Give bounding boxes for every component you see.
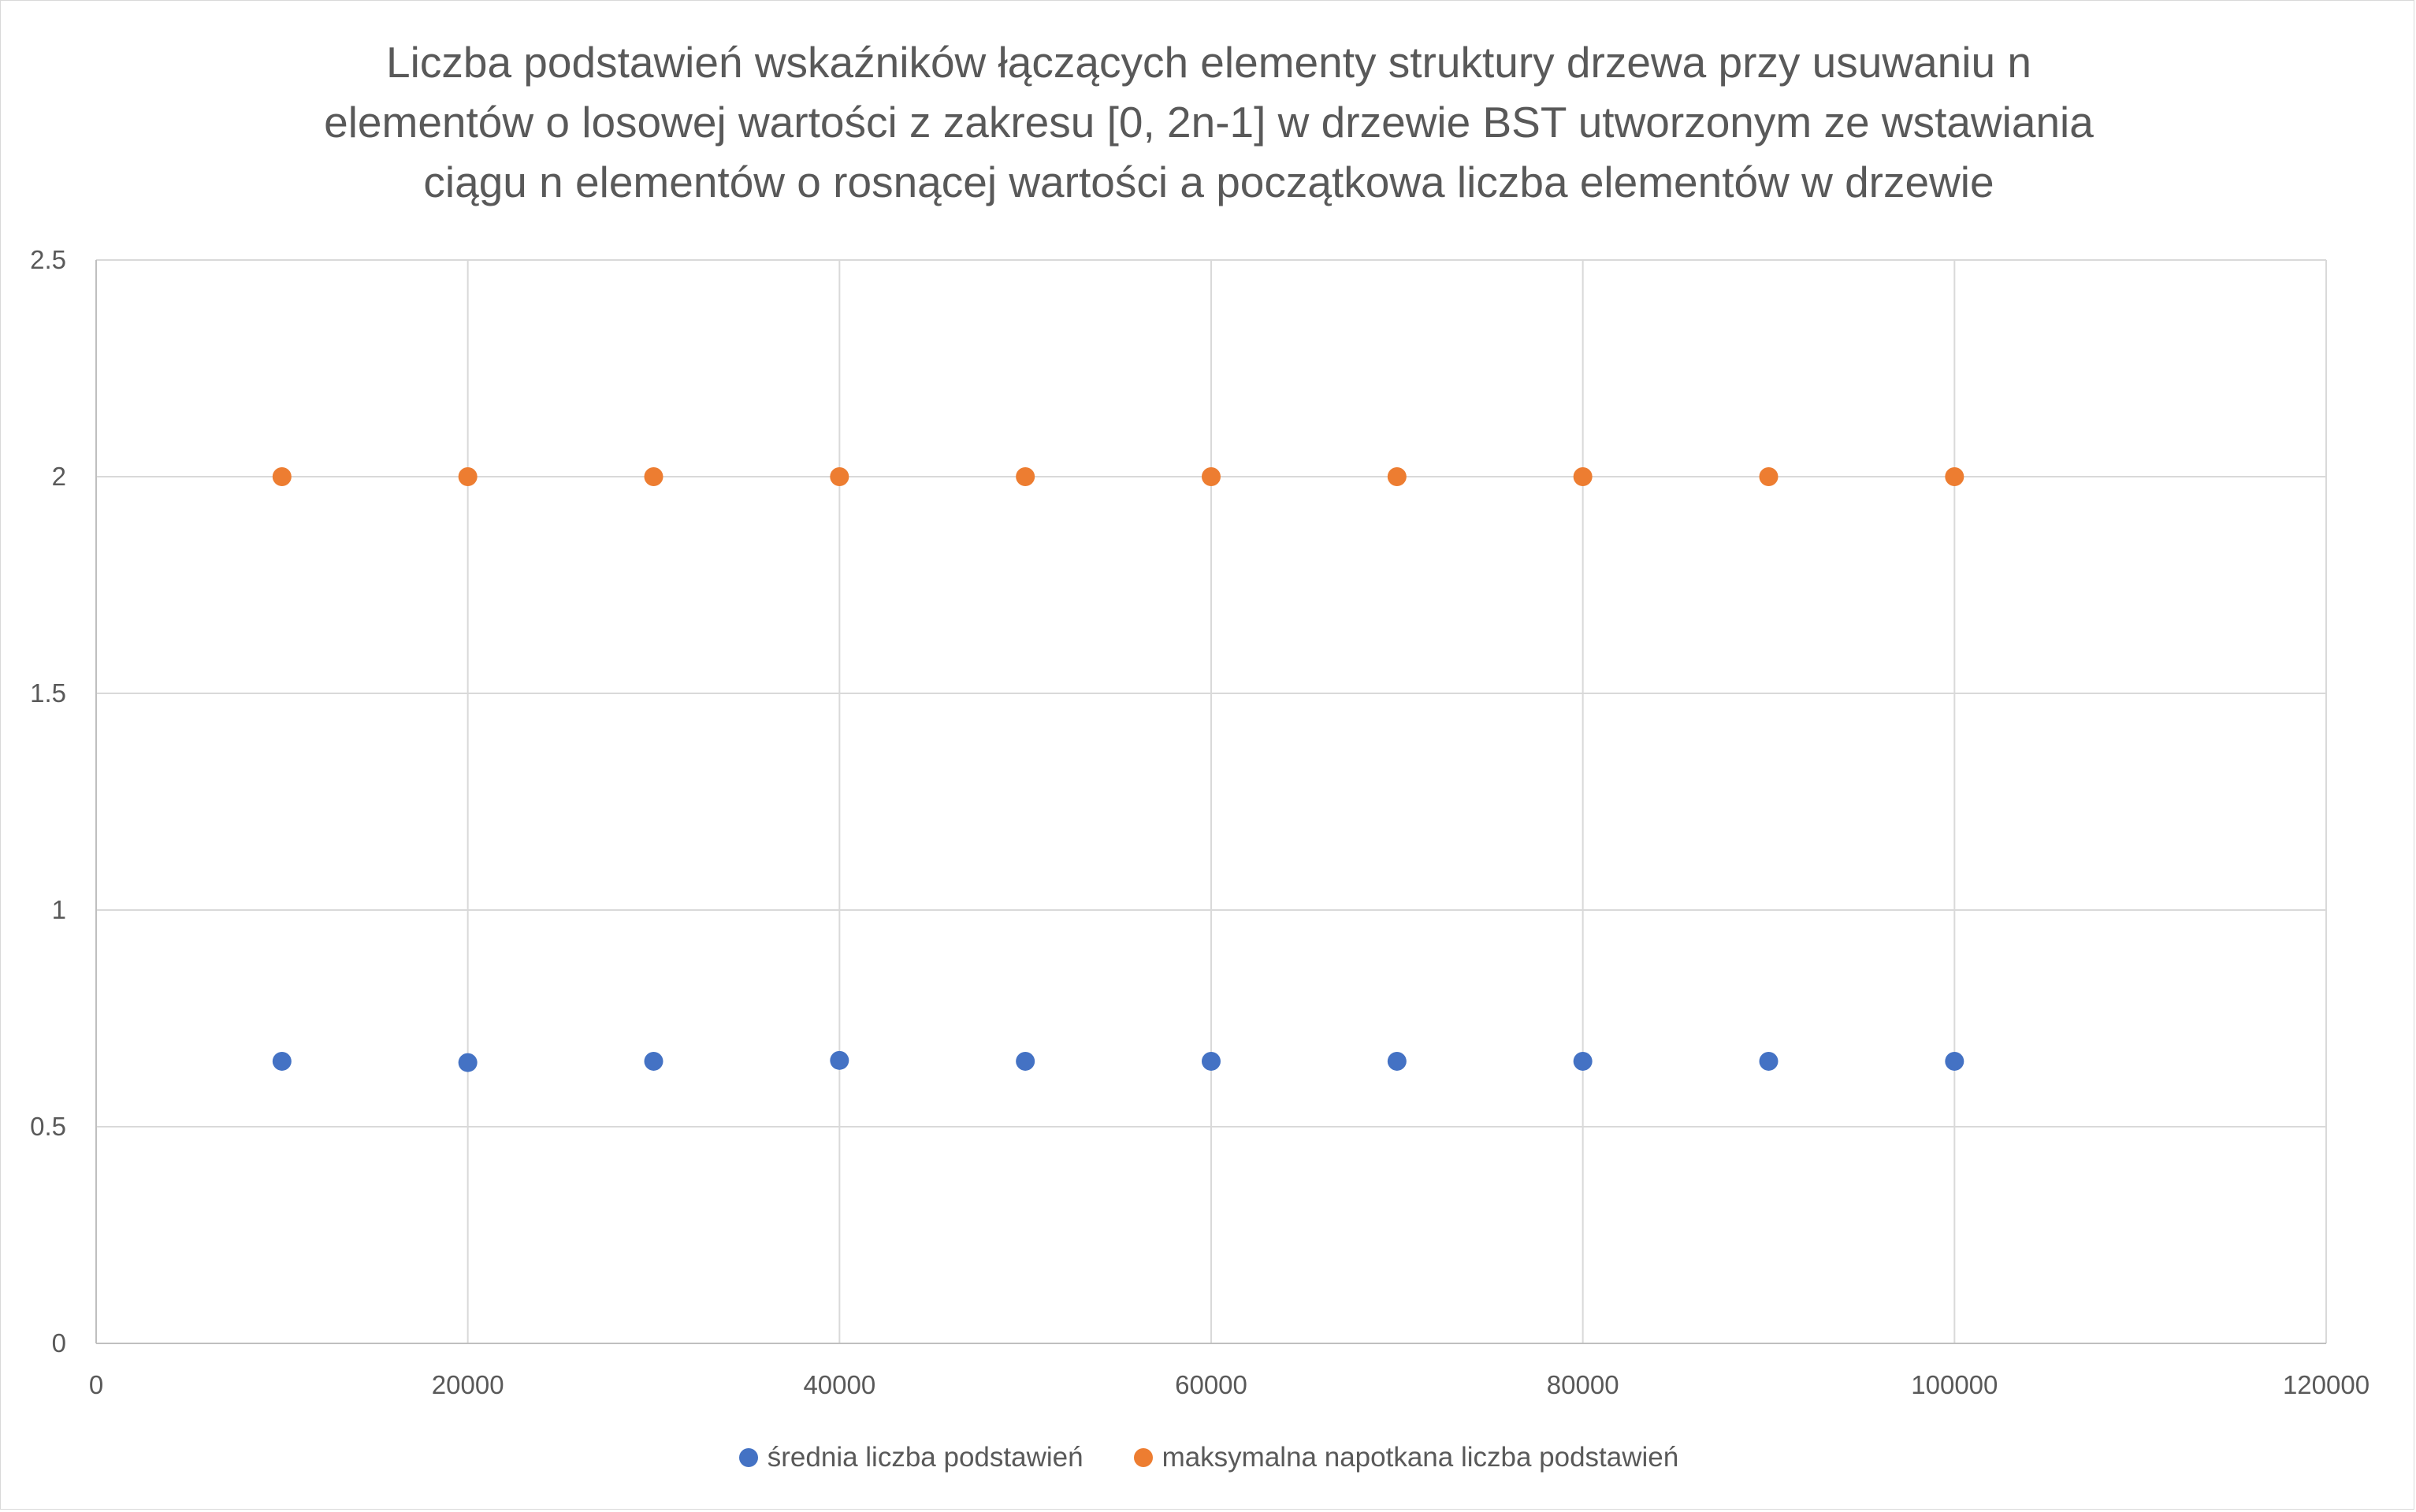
chart-title-line: ciągu n elementów o rosnącej wartości a … — [423, 158, 1994, 206]
y-tick-label: 1 — [52, 895, 66, 924]
legend: średnia liczba podstawień maksymalna nap… — [1, 1438, 2416, 1477]
data-point-series-2 — [830, 467, 849, 486]
x-tick-label: 0 — [89, 1370, 103, 1399]
gridlines — [96, 259, 2327, 1343]
legend-label-maksymalna: maksymalna napotkana liczba podstawień — [1162, 1442, 1679, 1473]
y-tick-label: 0.5 — [30, 1112, 66, 1141]
data-point-series-2 — [1202, 467, 1221, 486]
chart-title-line: Liczba podstawień wskaźników łączących e… — [386, 38, 2031, 87]
legend-label-srednia: średnia liczba podstawień — [767, 1442, 1083, 1473]
y-tick-label: 2 — [52, 462, 66, 491]
x-tick-label: 120000 — [2283, 1370, 2370, 1399]
legend-marker-maksymalna — [1133, 1448, 1153, 1467]
x-tick-label: 60000 — [1175, 1370, 1247, 1399]
data-point-series-2 — [458, 467, 478, 486]
data-point-series-2 — [1387, 467, 1407, 486]
data-point-series-1 — [1387, 1051, 1407, 1071]
x-tick-label: 20000 — [432, 1370, 504, 1399]
chart-title: Liczba podstawień wskaźników łączących e… — [119, 32, 2299, 212]
data-point-series-2 — [644, 467, 663, 486]
x-tick-label: 100000 — [1911, 1370, 1998, 1399]
x-tick-label: 80000 — [1547, 1370, 1619, 1399]
y-tick-label: 2.5 — [30, 245, 66, 274]
data-point-series-1 — [272, 1051, 292, 1071]
data-point-series-1 — [1945, 1051, 1964, 1071]
y-tick-label: 1.5 — [30, 678, 66, 708]
x-tick-label: 40000 — [803, 1370, 875, 1399]
legend-item-srednia[interactable]: średnia liczba podstawień — [738, 1442, 1083, 1473]
axes — [95, 260, 2326, 1344]
data-point-series-1 — [644, 1051, 663, 1071]
legend-item-maksymalna[interactable]: maksymalna napotkana liczba podstawień — [1133, 1442, 1679, 1473]
tick-labels: 0 0.5 1 1.5 2 2.5 0 20000 40000 60000 80000 100000 1… — [30, 245, 2370, 1399]
data-point-series-1 — [1202, 1051, 1221, 1071]
chart-title-line: elementów o losowej wartości z zakresu [… — [324, 98, 2094, 147]
y-tick-label: 0 — [52, 1328, 66, 1358]
data-point-series-2 — [1759, 467, 1779, 486]
data-point-series-1 — [458, 1053, 478, 1072]
legend-marker-srednia — [738, 1448, 758, 1467]
data-point-series-2 — [1573, 467, 1593, 486]
data-point-series-1 — [830, 1050, 849, 1070]
data-point-series-1 — [1759, 1051, 1779, 1071]
data-point-series-2 — [1945, 467, 1964, 486]
data-point-series-2 — [272, 467, 292, 486]
data-points — [272, 467, 1964, 1072]
data-point-series-1 — [1016, 1051, 1035, 1071]
data-point-series-1 — [1573, 1051, 1593, 1071]
data-point-series-2 — [1016, 467, 1035, 486]
